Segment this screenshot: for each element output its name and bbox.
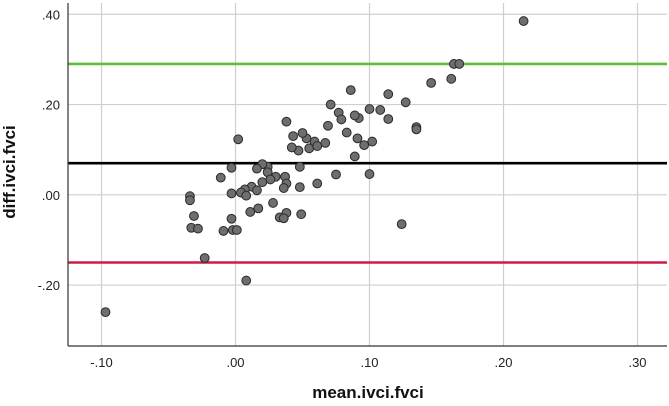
data-point — [218, 226, 229, 236]
data-point — [297, 128, 308, 138]
data-point — [294, 182, 305, 193]
x-tick-label: .20 — [494, 355, 512, 370]
data-point — [215, 172, 226, 183]
data-point — [367, 136, 378, 147]
data-point — [278, 183, 289, 193]
data-point — [252, 163, 262, 174]
data-point — [189, 211, 199, 221]
y-tick-label: -.20 — [38, 278, 60, 293]
data-point — [446, 73, 457, 84]
data-point — [400, 97, 411, 108]
x-tick-label: -.10 — [90, 355, 112, 370]
data-point — [286, 142, 297, 153]
data-point — [320, 138, 331, 148]
reference-lines — [68, 62, 667, 264]
x-axis-title: mean.ivci.fvci — [312, 383, 424, 402]
grid-layer — [68, 3, 667, 346]
data-point — [241, 275, 252, 286]
data-point — [383, 114, 394, 124]
data-point — [375, 105, 386, 115]
data-point — [518, 16, 529, 26]
data-point — [226, 213, 237, 224]
data-point — [341, 127, 352, 138]
data-point — [281, 116, 292, 127]
x-tick-label: .30 — [628, 355, 646, 370]
y-tick-label: .00 — [42, 188, 60, 203]
data-point — [241, 190, 252, 201]
data-point — [268, 198, 278, 208]
data-point — [185, 195, 195, 206]
data-point — [233, 134, 244, 145]
data-point — [253, 203, 264, 214]
data-point — [252, 185, 262, 196]
data-point — [312, 141, 323, 151]
data-point — [100, 307, 111, 318]
data-point — [349, 110, 360, 121]
y-axis-title: diff.ivci.fvci — [0, 125, 19, 219]
data-point — [288, 131, 299, 142]
data-point — [296, 209, 307, 220]
data-point — [231, 225, 242, 235]
x-tick-label: .00 — [226, 355, 244, 370]
data-point — [426, 77, 437, 88]
data-point — [323, 120, 333, 131]
data-point — [411, 124, 422, 135]
data-point — [257, 177, 268, 188]
data-point — [352, 133, 363, 144]
data-point — [396, 219, 407, 230]
data-point — [226, 188, 237, 199]
data-points — [100, 16, 529, 318]
data-point — [312, 178, 323, 189]
data-point — [193, 223, 203, 234]
data-point — [345, 85, 356, 96]
data-point — [265, 174, 276, 185]
data-point — [304, 143, 315, 154]
data-point — [383, 89, 394, 100]
data-point — [364, 104, 375, 114]
data-point — [226, 162, 237, 173]
data-point — [364, 169, 375, 179]
data-point — [454, 59, 465, 69]
y-tick-label: .20 — [42, 98, 60, 113]
data-point — [245, 207, 256, 217]
data-point — [278, 213, 289, 224]
x-tick-label: .10 — [360, 355, 378, 370]
data-point — [331, 169, 341, 180]
data-point — [349, 151, 360, 162]
data-point — [294, 161, 305, 172]
data-point — [199, 253, 210, 263]
data-point — [359, 140, 370, 151]
plot-frame — [67, 3, 667, 347]
data-point — [325, 99, 336, 110]
y-tick-label: .40 — [42, 7, 60, 22]
data-point — [336, 114, 347, 125]
tick-labels: -.10 .00 .10 .20 .30 .40 .20 .00 -.20 — [38, 7, 647, 370]
